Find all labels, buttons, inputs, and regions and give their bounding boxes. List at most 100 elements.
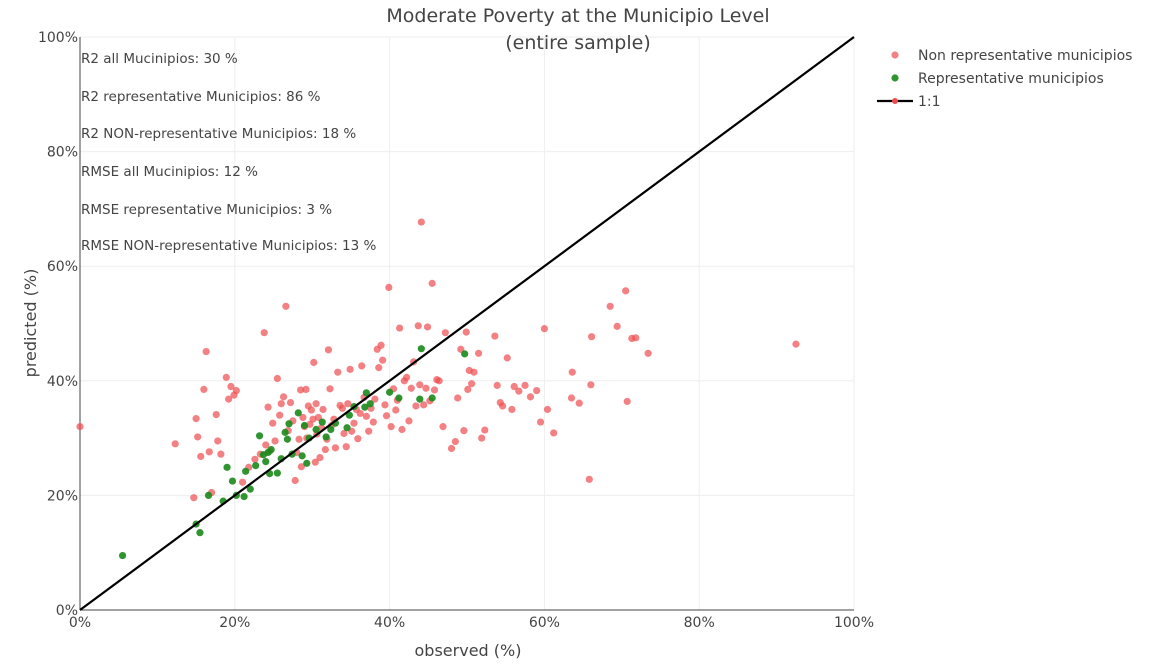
non-representative-point xyxy=(439,423,447,431)
non-representative-point xyxy=(575,399,583,407)
stat-annotation: RMSE representative Municipios: 3 % xyxy=(81,202,332,218)
non-representative-point xyxy=(324,346,333,354)
representative-point xyxy=(322,433,330,441)
non-representative-point xyxy=(644,349,652,357)
stat-annotation: R2 all Mucinipios: 30 % xyxy=(81,51,238,67)
non-representative-point xyxy=(262,441,270,449)
y-tick-label: 0% xyxy=(56,603,78,619)
legend-marker xyxy=(891,51,899,59)
non-representative-point xyxy=(422,384,430,392)
non-representative-point xyxy=(326,385,334,393)
chart-title-line-1: Moderate Poverty at the Municipio Level xyxy=(386,5,769,27)
representative-point xyxy=(428,394,436,402)
x-tick-label: 0% xyxy=(69,615,91,631)
non-representative-point xyxy=(354,435,362,443)
non-representative-point xyxy=(470,368,478,376)
non-representative-point xyxy=(316,453,324,462)
representative-point xyxy=(252,462,260,470)
non-representative-point xyxy=(792,340,800,348)
non-representative-point xyxy=(217,450,225,458)
non-representative-point xyxy=(550,429,558,437)
representative-point xyxy=(246,485,254,493)
representative-point xyxy=(294,409,302,417)
legend-label: Non representative municipios xyxy=(918,48,1132,64)
non-representative-point xyxy=(297,463,305,471)
non-representative-point xyxy=(350,419,358,427)
stat-annotation: R2 NON-representative Municipios: 18 % xyxy=(81,126,356,142)
non-representative-point xyxy=(543,405,552,414)
non-representative-point xyxy=(302,385,310,393)
non-representative-point xyxy=(269,419,277,427)
representative-point xyxy=(196,529,204,537)
non-representative-point xyxy=(299,413,307,422)
representative-point xyxy=(298,452,306,460)
non-representative-point xyxy=(416,381,424,389)
representative-point xyxy=(362,389,370,397)
non-representative-point xyxy=(340,429,348,438)
non-representative-point xyxy=(309,415,317,423)
non-representative-point xyxy=(375,364,383,372)
non-representative-point xyxy=(277,400,285,408)
legend-marker xyxy=(891,74,899,82)
non-representative-point xyxy=(334,368,342,376)
representative-point xyxy=(366,400,374,408)
representative-point xyxy=(303,459,311,467)
representative-point xyxy=(318,418,326,426)
representative-point xyxy=(395,394,403,402)
non-representative-point xyxy=(460,427,468,435)
y-tick-label: 80% xyxy=(47,145,78,161)
non-representative-point xyxy=(420,401,428,409)
non-representative-point xyxy=(346,365,354,373)
non-representative-point xyxy=(481,426,489,434)
representative-point xyxy=(267,445,275,454)
non-representative-point xyxy=(321,445,329,454)
non-representative-point xyxy=(464,385,472,393)
non-representative-point xyxy=(510,382,518,391)
non-representative-point xyxy=(423,323,432,331)
representative-point xyxy=(240,492,248,501)
representative-point xyxy=(228,477,237,485)
representative-point xyxy=(343,424,351,432)
non-representative-point xyxy=(377,341,385,349)
non-representative-point xyxy=(76,423,84,431)
non-representative-point xyxy=(435,377,443,385)
non-representative-point xyxy=(407,384,415,392)
non-representative-point xyxy=(338,404,346,412)
representative-point xyxy=(461,350,469,358)
non-representative-point xyxy=(319,405,327,414)
axes xyxy=(79,37,854,611)
representative-point xyxy=(281,428,289,436)
non-representative-point xyxy=(392,406,400,414)
non-representative-point xyxy=(526,393,535,401)
non-representative-point xyxy=(493,381,501,389)
representative-point xyxy=(262,457,270,466)
non-representative-point xyxy=(606,302,614,310)
non-representative-point xyxy=(212,411,220,419)
non-representative-point xyxy=(362,412,370,420)
representative-point xyxy=(283,435,292,443)
non-representative-point xyxy=(192,415,200,423)
representative-point xyxy=(285,420,293,428)
non-representative-point xyxy=(310,358,318,367)
non-representative-point xyxy=(403,373,411,381)
legend-line-marker xyxy=(892,98,898,104)
non-representative-point xyxy=(503,354,511,362)
non-representative-point xyxy=(225,395,233,403)
legend-label: Representative municipios xyxy=(918,71,1104,87)
non-representative-point xyxy=(382,412,391,420)
non-representative-point xyxy=(536,418,545,426)
non-representative-point xyxy=(295,435,303,443)
non-representative-point xyxy=(622,287,630,295)
non-representative-point xyxy=(508,405,516,414)
representative-point xyxy=(416,395,424,403)
non-representative-point xyxy=(441,329,449,337)
non-representative-point xyxy=(232,386,240,395)
y-tick-label: 100% xyxy=(38,30,78,46)
representative-point xyxy=(345,411,353,419)
non-representative-point xyxy=(190,494,198,502)
non-representative-point xyxy=(540,325,549,333)
non-representative-point xyxy=(344,400,352,408)
representative-point xyxy=(242,467,250,475)
non-representative-point xyxy=(405,417,413,425)
non-representative-point xyxy=(296,386,305,394)
